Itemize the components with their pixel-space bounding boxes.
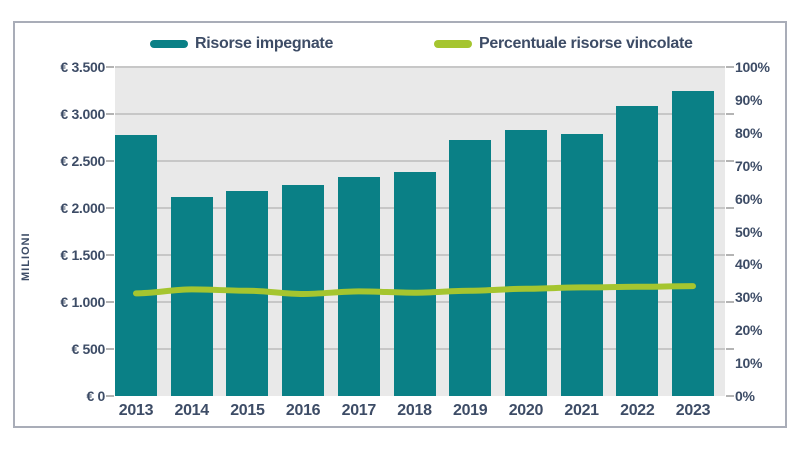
right-axis-tick-label: 60%	[735, 190, 763, 207]
trend-line-layer	[133, 283, 696, 298]
left-tick-mark	[106, 66, 114, 68]
line-series-legend-marker	[434, 40, 472, 48]
bar-series-legend-marker	[150, 40, 188, 48]
x-axis-year-label: 2020	[508, 402, 544, 419]
bar-2021	[560, 133, 603, 396]
x-axis-year-label: 2021	[564, 402, 599, 419]
right-tick-mark	[726, 348, 734, 350]
left-axis-tick-label: € 2.500	[60, 153, 105, 169]
trend-line	[133, 283, 696, 298]
bar-2019	[449, 140, 492, 396]
right-axis-tick-label: 70%	[735, 157, 763, 174]
x-axis-year-label: 2019	[452, 402, 488, 419]
bar-2013	[115, 134, 157, 396]
bar-2014	[170, 196, 213, 396]
left-axis-tick-label: € 1.500	[60, 247, 105, 263]
plot-area	[115, 66, 725, 396]
x-axis-year-label: 2022	[620, 402, 655, 419]
right-axis-tick-label: 40%	[735, 256, 763, 273]
left-tick-mark	[106, 348, 114, 350]
left-tick-mark	[106, 301, 114, 303]
legend-item-percentuale-vincolate: Percentuale risorse vincolate	[434, 35, 693, 53]
right-tick-mark	[726, 160, 734, 162]
left-tick-mark	[106, 113, 114, 115]
legend-label: Percentuale risorse vincolate	[479, 35, 693, 52]
x-axis-year-label: 2018	[397, 402, 432, 419]
x-axis-year-label: 2014	[174, 402, 209, 419]
bar-2018	[393, 172, 436, 396]
right-axis-tick-label: 90%	[735, 91, 763, 108]
x-axis-year-label: 2017	[341, 402, 377, 419]
right-tick-mark	[726, 207, 734, 209]
legend-label: Risorse impegnate	[195, 35, 334, 52]
left-axis-tick-label: € 500	[71, 341, 105, 357]
gridline	[115, 160, 725, 162]
right-axis-tick-label: 10%	[735, 355, 763, 372]
right-axis-tick-label: 50%	[735, 223, 763, 240]
left-axis-tick-label: € 3.000	[60, 106, 105, 122]
x-axis-year-label: 2016	[285, 402, 321, 419]
bar-2016	[282, 184, 325, 396]
x-axis-year-label: 2023	[675, 402, 711, 419]
left-axis-tick-label: € 1.000	[60, 294, 105, 310]
gridline	[115, 113, 725, 115]
left-axis-tick-label: € 2.000	[60, 200, 105, 216]
bar-2020	[504, 129, 547, 396]
right-tick-mark	[726, 66, 734, 68]
right-axis-tick-label: 100%	[735, 59, 770, 75]
bar-2022	[616, 105, 659, 396]
right-tick-mark	[726, 113, 734, 115]
right-axis-tick-label: 30%	[735, 289, 763, 306]
left-tick-mark	[106, 207, 114, 209]
left-tick-mark	[106, 160, 114, 162]
right-axis-tick-label: 80%	[735, 124, 763, 141]
left-axis-tick-label: € 0	[86, 388, 105, 404]
right-tick-mark	[726, 254, 734, 256]
x-axis-year-label: 2013	[118, 402, 154, 419]
gridline	[115, 66, 725, 68]
left-tick-mark	[106, 395, 114, 397]
bar-2023	[672, 91, 714, 396]
right-tick-mark	[726, 301, 734, 303]
right-axis-tick-label: 20%	[735, 322, 763, 339]
bar-2017	[337, 176, 380, 396]
right-tick-mark	[726, 395, 734, 397]
left-axis-tick-label: € 3.500	[60, 59, 105, 75]
legend-item-risorse-impegnate: Risorse impegnate	[150, 35, 333, 53]
right-axis-tick-label: 0%	[735, 388, 755, 404]
left-tick-mark	[106, 254, 114, 256]
x-axis-year-label: 2015	[230, 402, 265, 419]
